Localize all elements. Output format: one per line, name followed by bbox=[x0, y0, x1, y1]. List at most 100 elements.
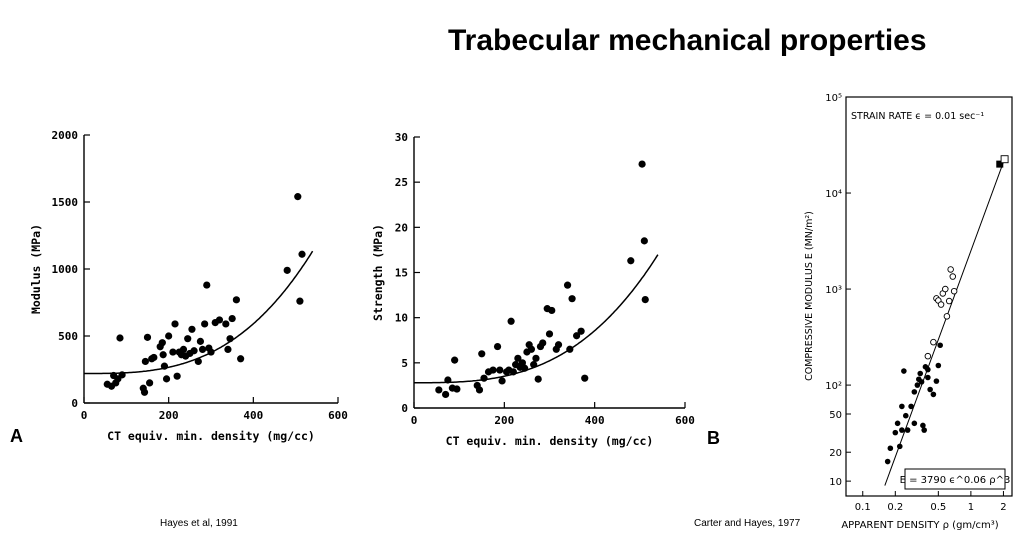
y-tick-label: 20 bbox=[395, 221, 408, 234]
data-point bbox=[162, 375, 171, 383]
data-point bbox=[527, 345, 536, 353]
data-point-filled bbox=[884, 458, 891, 465]
data-point-filled bbox=[925, 374, 931, 381]
data-point bbox=[228, 314, 236, 323]
data-point bbox=[224, 345, 232, 353]
data-point-square-open bbox=[1000, 155, 1009, 164]
data-point-open bbox=[947, 266, 954, 273]
data-point bbox=[143, 333, 152, 341]
data-point bbox=[475, 386, 484, 394]
data-point-open bbox=[950, 287, 958, 295]
data-point bbox=[451, 356, 459, 364]
y-tick-label: 1000 bbox=[52, 263, 79, 276]
y-axis-label: Strength (MPa) bbox=[371, 224, 385, 321]
data-point bbox=[179, 345, 188, 353]
data-point-filled bbox=[899, 403, 905, 410]
data-point bbox=[160, 362, 169, 370]
y-tick-label: 15 bbox=[395, 267, 408, 280]
y-tick-label: 0 bbox=[71, 397, 78, 410]
x-tick-label: 400 bbox=[243, 409, 263, 422]
data-point bbox=[116, 334, 124, 342]
loglog-modulus-chart: 0.1 0.2 0.5 1 2 10 20 50 10² 10³ 10⁴ 10⁵ APPARENT DE… bbox=[804, 93, 1013, 531]
data-point bbox=[283, 266, 291, 274]
data-point bbox=[534, 375, 542, 383]
data-point bbox=[194, 357, 202, 366]
data-point bbox=[568, 295, 576, 303]
modulus-chart: 0 200 400 600 0 500 1000 1500 2000 CT equiv. min.… bbox=[29, 129, 348, 443]
data-point bbox=[150, 353, 158, 362]
data-point-filled bbox=[927, 386, 933, 393]
data-point bbox=[203, 281, 211, 289]
data-point-filled bbox=[918, 379, 925, 385]
data-point bbox=[198, 345, 207, 353]
panel-b-letter: B bbox=[707, 428, 720, 448]
y-tick-label: 20 bbox=[829, 448, 842, 459]
data-point bbox=[169, 348, 177, 356]
y-tick-label: 10² bbox=[825, 381, 842, 392]
y-tick-label: 50 bbox=[829, 410, 842, 421]
y-tick-label: 10 bbox=[395, 312, 408, 325]
data-point-filled bbox=[911, 389, 918, 395]
x-tick-label: 2 bbox=[1000, 502, 1006, 513]
data-point-filled bbox=[892, 429, 899, 436]
data-point-filled bbox=[925, 366, 931, 373]
data-point-open bbox=[937, 301, 945, 308]
data-point bbox=[226, 335, 234, 343]
strain-rate-annotation: STRAIN RATE ϵ = 0.01 sec⁻¹ bbox=[851, 111, 984, 122]
data-point-filled bbox=[933, 378, 940, 384]
citation-carter-hayes-1977: Carter and Hayes, 1977 bbox=[694, 518, 801, 529]
data-point bbox=[532, 354, 540, 362]
x-tick-label: 1 bbox=[968, 502, 974, 513]
data-point bbox=[173, 372, 181, 380]
x-tick-label: 0 bbox=[411, 414, 418, 427]
x-tick-label: 200 bbox=[494, 414, 514, 427]
data-point bbox=[190, 347, 198, 355]
data-point bbox=[296, 297, 304, 305]
data-point bbox=[140, 388, 149, 396]
data-point-filled bbox=[914, 382, 921, 388]
y-axis-label: Modulus (MPa) bbox=[29, 224, 43, 314]
data-point bbox=[146, 379, 154, 387]
y-tick-label: 10⁴ bbox=[825, 189, 842, 200]
data-point-open bbox=[930, 338, 937, 346]
data-point bbox=[509, 368, 517, 376]
data-point bbox=[298, 250, 306, 258]
data-point bbox=[171, 320, 179, 328]
data-point bbox=[563, 281, 572, 289]
data-point bbox=[545, 330, 554, 338]
data-point bbox=[188, 325, 196, 333]
y-tick-label: 25 bbox=[395, 176, 408, 189]
equation-box bbox=[904, 468, 1006, 490]
plot-frame bbox=[845, 96, 1013, 497]
data-point-open bbox=[942, 285, 949, 293]
data-point-filled bbox=[920, 422, 926, 429]
y-tick-label: 30 bbox=[395, 131, 408, 144]
data-point bbox=[480, 374, 488, 382]
data-point bbox=[498, 377, 506, 385]
data-point bbox=[518, 359, 527, 367]
equation-label: E = 3790 ϵ^0.06 ρ^3 bbox=[900, 475, 1011, 486]
data-point-filled bbox=[930, 391, 937, 398]
data-point bbox=[554, 341, 563, 349]
y-tick-label: 10⁵ bbox=[825, 93, 842, 104]
data-point bbox=[478, 350, 486, 358]
data-point-filled bbox=[937, 342, 943, 349]
slide-title: Trabecular mechanical properties bbox=[448, 24, 927, 57]
data-point bbox=[638, 160, 646, 168]
data-point bbox=[442, 390, 450, 399]
data-point bbox=[444, 376, 452, 384]
data-point-filled bbox=[921, 427, 927, 433]
y-tick-label: 0 bbox=[401, 402, 408, 415]
data-point bbox=[207, 348, 215, 356]
data-point-square-filled bbox=[996, 160, 1004, 168]
x-axis-label: APPARENT DENSITY ρ (gm/cm³) bbox=[841, 520, 998, 531]
data-point-filled bbox=[902, 412, 909, 419]
data-point-filled bbox=[917, 370, 924, 377]
data-point bbox=[165, 332, 173, 340]
data-point-filled bbox=[887, 445, 894, 452]
data-point bbox=[196, 337, 205, 345]
x-tick-label: 400 bbox=[585, 414, 605, 427]
data-point bbox=[530, 361, 538, 369]
y-tick-label: 10³ bbox=[825, 285, 842, 296]
data-point bbox=[222, 320, 230, 328]
